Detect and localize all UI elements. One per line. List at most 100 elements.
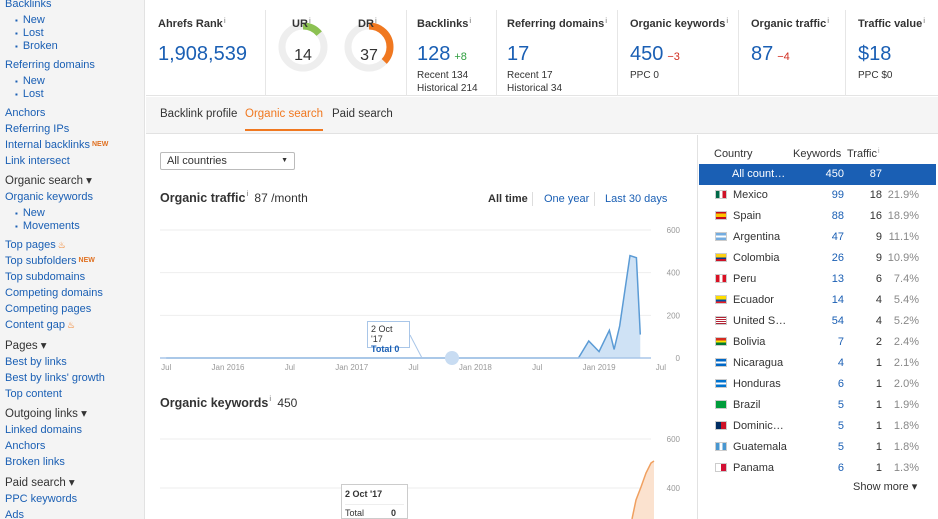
country-keywords[interactable]: 6 — [837, 462, 844, 474]
country-keywords[interactable]: 5 — [837, 441, 844, 453]
info-icon[interactable]: i — [827, 18, 830, 25]
sidebar-item[interactable]: Paid search ▾ — [5, 476, 75, 490]
country-name[interactable]: Guatemala — [733, 441, 787, 453]
table-row[interactable]: Spain 88 16 18.9% — [699, 206, 936, 227]
country-name[interactable]: Bolivia — [733, 336, 766, 348]
country-name[interactable]: Mexico — [733, 189, 768, 201]
sidebar-item[interactable]: Top subdomains — [5, 270, 85, 284]
info-icon[interactable]: i — [308, 18, 311, 25]
country-keywords[interactable]: 6 — [837, 378, 844, 390]
country-name[interactable]: Honduras — [733, 378, 781, 390]
sidebar-item[interactable]: Lost — [15, 26, 44, 41]
sidebar-item[interactable]: Movements — [15, 219, 80, 234]
country-keywords[interactable]: 450 — [825, 168, 844, 180]
sidebar-item[interactable]: Competing pages — [5, 302, 91, 316]
ahrefs-rank-value[interactable]: 1,908,539 — [158, 43, 247, 65]
info-icon[interactable]: i — [374, 18, 377, 25]
country-name[interactable]: Nicaragua — [733, 357, 784, 369]
traffic-header[interactable]: Traffici — [847, 148, 880, 160]
organic-keywords-chart[interactable]: 600 400 — [146, 425, 696, 519]
sidebar-item[interactable]: Best by links — [5, 355, 67, 369]
info-icon[interactable]: i — [605, 18, 608, 25]
keywords-header[interactable]: Keywords — [793, 148, 842, 160]
country-keywords[interactable]: 14 — [831, 294, 844, 306]
table-row[interactable]: Panama 6 1 1.3% — [699, 458, 936, 479]
table-row[interactable]: Mexico 99 18 21.9% — [699, 185, 936, 206]
sidebar-item[interactable]: Referring IPs — [5, 122, 69, 136]
sidebar-item[interactable]: PPC keywords — [5, 492, 77, 506]
info-icon[interactable]: i — [877, 148, 880, 155]
country-keywords[interactable]: 5 — [837, 399, 844, 411]
table-row[interactable]: Guatemala 5 1 1.8% — [699, 437, 936, 458]
tab-paid-search[interactable]: Paid search — [332, 108, 393, 120]
sidebar-item[interactable]: Organic search ▾ — [5, 174, 92, 188]
sidebar-item[interactable]: Lost — [15, 87, 44, 102]
sidebar-item[interactable]: Link intersect — [5, 154, 70, 168]
country-keywords[interactable]: 26 — [831, 252, 844, 264]
country-name[interactable]: Argentina — [733, 231, 781, 243]
range-one-year[interactable]: One year — [544, 193, 590, 205]
country-name[interactable]: Dominic… — [733, 420, 784, 432]
sidebar-item[interactable]: Top pages ♨ — [5, 238, 66, 252]
country-name[interactable]: Ecuador — [733, 294, 774, 306]
sidebar-item[interactable]: Top content — [5, 387, 62, 401]
sidebar-item[interactable]: New — [15, 13, 45, 28]
table-row[interactable]: All count… 450 87 — [699, 164, 936, 185]
country-keywords[interactable]: 13 — [831, 273, 844, 285]
sidebar-item[interactable]: Organic keywords — [5, 190, 93, 204]
tab-organic-search[interactable]: Organic search — [245, 108, 323, 131]
country-name[interactable]: All count… — [732, 168, 786, 180]
sidebar-item[interactable]: Anchors — [5, 439, 45, 453]
sidebar-item[interactable]: Backlinks — [5, 0, 51, 11]
info-icon[interactable]: i — [726, 18, 729, 25]
table-row[interactable]: Honduras 6 1 2.0% — [699, 374, 936, 395]
referring-domains-value[interactable]: 17 — [507, 43, 530, 65]
sidebar-item[interactable]: Best by links' growth — [5, 371, 105, 385]
organic-keywords-value[interactable]: 450 — [630, 43, 664, 65]
backlinks-value[interactable]: 128 — [417, 43, 451, 65]
table-row[interactable]: Ecuador 14 4 5.4% — [699, 290, 936, 311]
sidebar-item[interactable]: Anchors — [5, 106, 45, 120]
country-name[interactable]: Brazil — [733, 399, 761, 411]
country-select[interactable]: All countries ▼ — [160, 152, 295, 170]
sidebar-item[interactable]: Content gap ♨ — [5, 318, 75, 332]
country-keywords[interactable]: 88 — [831, 210, 844, 222]
sidebar-item[interactable]: Internal backlinks NEW — [5, 138, 108, 152]
sidebar-item[interactable]: Broken links — [5, 455, 65, 469]
country-header[interactable]: Country — [714, 148, 753, 160]
tab-backlink-profile[interactable]: Backlink profile — [160, 108, 238, 120]
range-last-30-days[interactable]: Last 30 days — [605, 193, 668, 205]
country-keywords[interactable]: 99 — [831, 189, 844, 201]
table-row[interactable]: Argentina 47 9 11.1% — [699, 227, 936, 248]
country-keywords[interactable]: 7 — [837, 336, 844, 348]
table-row[interactable]: Dominic… 5 1 1.8% — [699, 416, 936, 437]
country-keywords[interactable]: 47 — [831, 231, 844, 243]
country-name[interactable]: Spain — [733, 210, 762, 222]
info-icon[interactable]: i — [246, 191, 249, 198]
country-name[interactable]: Colombia — [733, 252, 780, 264]
table-row[interactable]: Brazil 5 1 1.9% — [699, 395, 936, 416]
table-row[interactable]: United S… 54 4 5.2% — [699, 311, 936, 332]
info-icon[interactable]: i — [223, 18, 226, 25]
info-icon[interactable]: i — [269, 396, 272, 403]
info-icon[interactable]: i — [923, 18, 926, 25]
sidebar-item[interactable]: Broken — [15, 39, 58, 54]
country-keywords[interactable]: 54 — [831, 315, 844, 327]
table-row[interactable]: Nicaragua 4 1 2.1% — [699, 353, 936, 374]
sidebar-item[interactable]: New — [15, 74, 45, 89]
sidebar-item[interactable]: Outgoing links ▾ — [5, 407, 87, 421]
country-name[interactable]: Peru — [733, 273, 757, 285]
country-name[interactable]: Panama — [733, 462, 774, 474]
traffic-value-value[interactable]: $18 — [858, 43, 892, 65]
table-row[interactable]: Colombia 26 9 10.9% — [699, 248, 936, 269]
info-icon[interactable]: i — [469, 18, 472, 25]
country-keywords[interactable]: 5 — [837, 420, 844, 432]
sidebar-item[interactable]: New — [15, 206, 45, 221]
organic-traffic-chart[interactable]: 600 400 200 0 Jul Jan 2016 Jul Jan 2017 Jul Jan 2… — [146, 220, 696, 380]
country-name[interactable]: United S… — [733, 315, 787, 327]
table-row[interactable]: Bolivia 7 2 2.4% — [699, 332, 936, 353]
sidebar-item[interactable]: Pages ▾ — [5, 339, 47, 353]
sidebar-item[interactable]: Top subfolders NEW — [5, 254, 95, 268]
sidebar-item[interactable]: Competing domains — [5, 286, 103, 300]
show-more-button[interactable]: Show more ▾ — [853, 481, 918, 493]
